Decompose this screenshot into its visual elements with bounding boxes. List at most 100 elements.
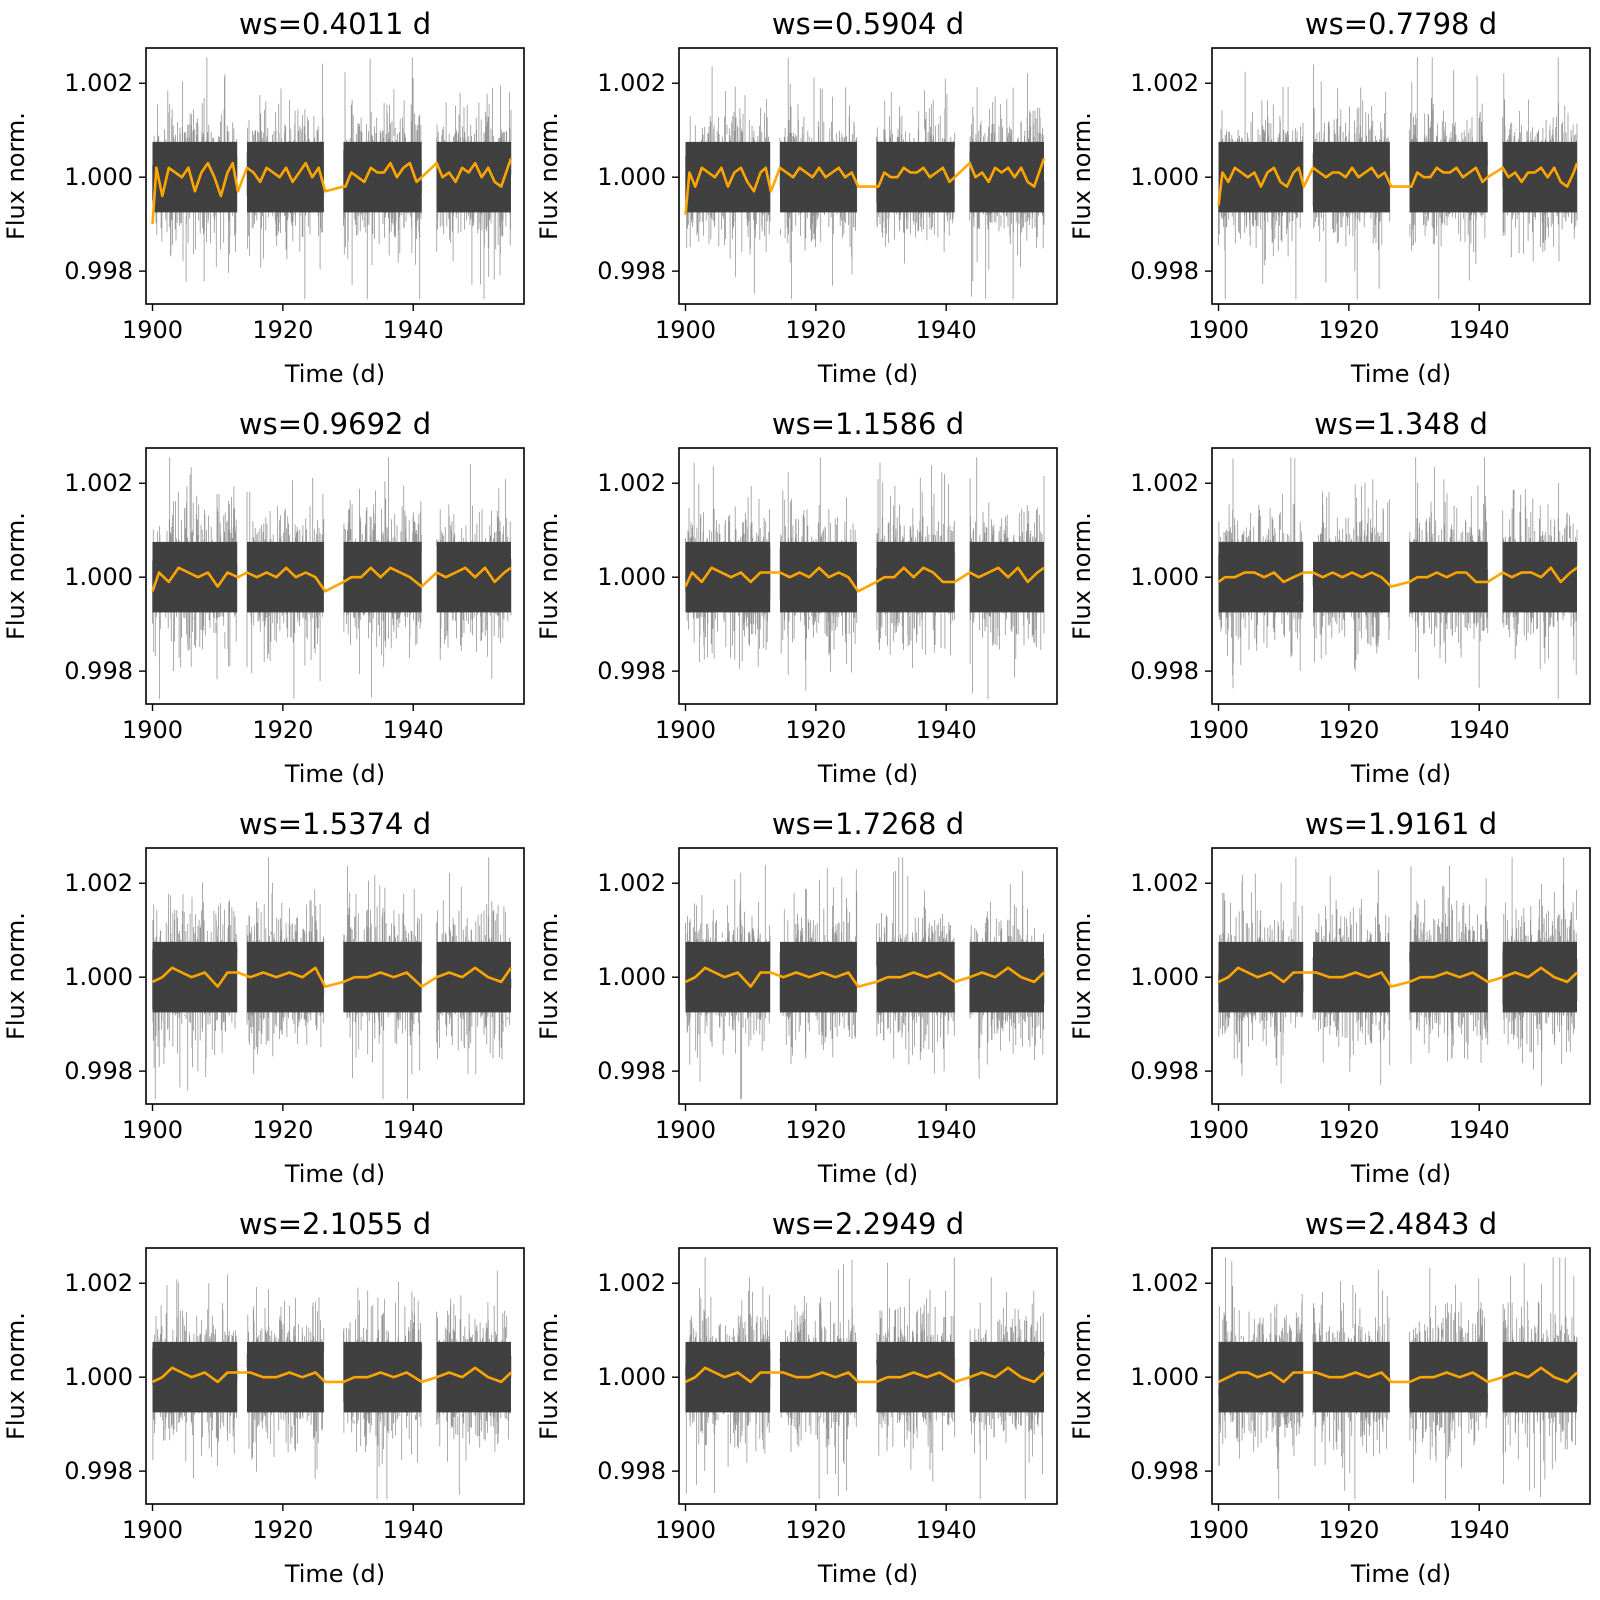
subplot: ws=0.9692 d 1900 1920 1940 0.998 1.000 1.002 Ti… [2, 407, 525, 788]
y-tick-label: 1.000 [597, 1363, 666, 1391]
flux-data [685, 57, 1045, 300]
subplot-title: ws=2.1055 d [239, 1207, 431, 1241]
x-axis-label: Time (d) [1350, 1160, 1451, 1188]
y-tick-label: 0.998 [64, 257, 133, 285]
x-tick-label: 1920 [252, 716, 313, 744]
flux-data [685, 857, 1045, 1100]
y-tick-label: 1.002 [597, 869, 666, 897]
x-tick-label: 1940 [1449, 1116, 1510, 1144]
flux-data [1218, 457, 1578, 700]
x-tick-label: 1900 [122, 1116, 183, 1144]
y-tick-label: 1.002 [64, 69, 133, 97]
x-tick-label: 1940 [383, 316, 444, 344]
x-tick-label: 1940 [1449, 1516, 1510, 1544]
x-tick-label: 1900 [655, 1116, 716, 1144]
subplot: ws=2.1055 d 1900 1920 1940 0.998 1.000 1.002 Ti… [2, 1207, 525, 1588]
subplot: ws=0.7798 d 1900 1920 1940 0.998 1.000 1.002 Ti… [1068, 7, 1591, 388]
subplot-title: ws=2.2949 d [772, 1207, 964, 1241]
flux-data-core [343, 141, 422, 213]
subplot-title: ws=1.1586 d [772, 407, 964, 441]
y-axis-label: Flux norm. [535, 1312, 563, 1440]
y-tick-label: 1.000 [597, 963, 666, 991]
subplot: ws=1.5374 d 1900 1920 1940 0.998 1.000 1.002 Ti… [2, 807, 525, 1188]
x-tick-label: 1940 [916, 316, 977, 344]
x-axis-label: Time (d) [1350, 760, 1451, 788]
y-tick-label: 1.000 [1130, 163, 1199, 191]
x-tick-label: 1900 [1188, 316, 1249, 344]
y-tick-label: 1.000 [64, 563, 133, 591]
x-tick-label: 1940 [383, 716, 444, 744]
x-axis-label: Time (d) [1350, 360, 1451, 388]
flux-data [1218, 57, 1578, 300]
y-tick-label: 1.002 [1130, 469, 1199, 497]
x-tick-label: 1900 [655, 316, 716, 344]
flux-data-core [969, 941, 1044, 1013]
subplot-title: ws=0.4011 d [239, 7, 431, 41]
flux-data-core [1409, 141, 1488, 213]
x-tick-label: 1920 [1318, 1516, 1379, 1544]
subplot: ws=0.5904 d 1900 1920 1940 0.998 1.000 1.002 Ti… [535, 7, 1058, 388]
y-tick-label: 1.002 [64, 869, 133, 897]
subplot-title: ws=0.9692 d [239, 407, 431, 441]
axes-frame [1211, 47, 1591, 305]
flux-data-core [876, 141, 955, 213]
axes-frame [1211, 847, 1591, 1105]
y-axis-label: Flux norm. [1068, 1312, 1096, 1440]
flux-data-core [247, 941, 324, 1013]
trend-line [151, 566, 512, 593]
y-tick-label: 0.998 [64, 1057, 133, 1085]
x-axis-label: Time (d) [1350, 1560, 1451, 1588]
flux-data [685, 457, 1045, 700]
y-axis-label: Flux norm. [2, 1312, 30, 1440]
y-axis-label: Flux norm. [2, 912, 30, 1040]
flux-data-core [969, 1341, 1044, 1413]
y-tick-label: 1.002 [597, 469, 666, 497]
y-tick-label: 1.002 [597, 1269, 666, 1297]
trend-line [1217, 162, 1579, 206]
subplot-title: ws=1.5374 d [239, 807, 431, 841]
flux-data [152, 457, 512, 700]
trend-line [151, 1366, 512, 1384]
flux-data-core [1313, 941, 1390, 1013]
y-tick-label: 1.000 [1130, 1363, 1199, 1391]
x-tick-label: 1920 [785, 316, 846, 344]
x-axis-label: Time (d) [817, 1560, 918, 1588]
trend-line [1217, 1366, 1578, 1384]
x-tick-label: 1920 [785, 1116, 846, 1144]
y-tick-label: 1.000 [64, 963, 133, 991]
y-tick-label: 0.998 [1130, 257, 1199, 285]
y-tick-label: 0.998 [597, 1457, 666, 1485]
subplot: ws=1.7268 d 1900 1920 1940 0.998 1.000 1.002 Ti… [535, 807, 1058, 1188]
trend-line [684, 157, 1046, 215]
y-tick-label: 1.000 [1130, 963, 1199, 991]
flux-data-core [436, 1341, 511, 1413]
x-tick-label: 1940 [1449, 316, 1510, 344]
y-axis-label: Flux norm. [2, 112, 30, 240]
y-tick-label: 1.002 [64, 469, 133, 497]
flux-data-core [1502, 941, 1577, 1013]
axes-frame [678, 447, 1058, 705]
x-tick-label: 1940 [1449, 716, 1510, 744]
x-tick-label: 1920 [1318, 716, 1379, 744]
axes-frame [1211, 447, 1591, 705]
y-tick-label: 1.002 [1130, 69, 1199, 97]
y-tick-label: 0.998 [1130, 1057, 1199, 1085]
flux-data [685, 1257, 1045, 1500]
trend-line [684, 1366, 1045, 1384]
x-axis-label: Time (d) [817, 1160, 918, 1188]
x-tick-label: 1940 [916, 1516, 977, 1544]
x-tick-label: 1900 [655, 716, 716, 744]
y-axis-label: Flux norm. [1068, 912, 1096, 1040]
y-tick-label: 0.998 [64, 1457, 133, 1485]
x-tick-label: 1900 [122, 316, 183, 344]
subplot: ws=0.4011 d 1900 1920 1940 0.998 1.000 1.002 Ti… [2, 7, 525, 388]
trend-line [151, 966, 513, 988]
y-tick-label: 0.998 [597, 657, 666, 685]
flux-data-core [247, 1341, 324, 1413]
axes-frame [145, 447, 525, 705]
y-axis-label: Flux norm. [2, 512, 30, 640]
subplot-title: ws=1.7268 d [772, 807, 964, 841]
trend-line [1217, 566, 1578, 588]
flux-data-core [780, 1341, 857, 1413]
y-tick-label: 1.000 [597, 563, 666, 591]
